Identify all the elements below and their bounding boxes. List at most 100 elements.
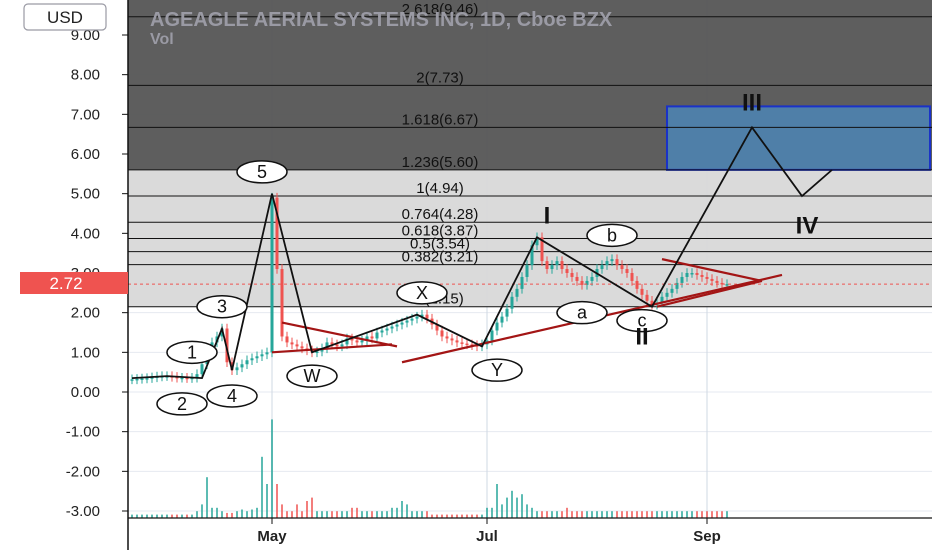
volume-bar <box>716 511 718 518</box>
price-candle <box>180 377 184 380</box>
price-candle <box>555 261 559 266</box>
wave-label-text: b <box>607 225 617 245</box>
fib-level-label: 1.236(5.60) <box>402 154 479 171</box>
volume-bar <box>571 511 573 518</box>
price-candle <box>240 364 244 368</box>
price-candle <box>265 352 269 355</box>
price-candle <box>360 340 364 343</box>
volume-bar <box>276 484 278 518</box>
wave-label-text: c <box>638 311 647 331</box>
price-candle <box>350 338 354 341</box>
volume-bar <box>646 511 648 518</box>
price-candle <box>665 292 669 297</box>
fib-level-label: 0.764(4.28) <box>402 206 479 223</box>
price-candle <box>135 378 139 381</box>
price-candle <box>670 288 674 293</box>
volume-bar <box>631 511 633 518</box>
wave-label-text: I <box>544 202 551 229</box>
price-candle <box>680 276 684 283</box>
fib-level-label: 2(7.73) <box>416 69 464 86</box>
price-candle <box>185 377 189 380</box>
volume-bar <box>421 511 423 518</box>
volume-bar <box>676 511 678 518</box>
price-candle <box>285 336 289 343</box>
volume-bar <box>226 512 228 518</box>
volume-bar <box>131 514 133 518</box>
wave-label-circle <box>586 223 638 248</box>
volume-bar <box>201 504 203 518</box>
volume-bar <box>531 507 533 518</box>
volume-bar <box>461 514 463 518</box>
price-candle <box>575 276 579 281</box>
price-candle <box>330 342 334 345</box>
price-candle <box>450 338 454 341</box>
price-candle <box>610 259 614 262</box>
volume-bar <box>266 484 268 518</box>
y-tick-label: 8.00 <box>71 67 100 84</box>
volume-bar <box>441 514 443 518</box>
price-candle <box>530 245 534 266</box>
volume-bar <box>181 514 183 518</box>
price-candle <box>300 346 304 349</box>
price-candle <box>150 377 154 379</box>
volume-bar <box>681 511 683 518</box>
wave-label-circle <box>196 294 248 319</box>
price-candle <box>505 308 509 317</box>
volume-bar <box>301 511 303 518</box>
wave-label-circle <box>206 384 258 408</box>
wave-label-circle <box>286 364 338 388</box>
y-tick-label: -1.00 <box>66 424 100 441</box>
price-candle <box>500 316 504 323</box>
volume-bar <box>636 511 638 518</box>
volume-bar <box>581 511 583 518</box>
volume-bar <box>511 490 513 518</box>
wave-label-circle <box>236 160 288 184</box>
volume-bar <box>491 507 493 518</box>
price-candle <box>220 328 224 337</box>
volume-bar <box>316 511 318 518</box>
price-candle <box>355 340 359 343</box>
volume-bar <box>671 511 673 518</box>
volume-bar <box>356 507 358 518</box>
volume-bar <box>351 507 353 518</box>
volume-bar <box>381 511 383 518</box>
y-tick-label: 6.00 <box>71 146 100 163</box>
volume-bar <box>371 511 373 518</box>
price-candle <box>415 316 419 319</box>
volume-bar <box>546 511 548 518</box>
price-candle <box>340 344 344 347</box>
price-candle <box>275 197 279 270</box>
price-candle <box>280 269 284 337</box>
volume-bar <box>281 504 283 518</box>
fib-level-label: 0.618(3.87) <box>402 222 479 239</box>
volume-bar <box>216 507 218 518</box>
price-candle <box>175 376 179 379</box>
price-candle <box>675 282 679 289</box>
price-candle <box>565 269 569 273</box>
x-tick-label: Jul <box>476 528 498 545</box>
volume-bar <box>481 514 483 518</box>
volume-bar <box>626 511 628 518</box>
price-candle <box>605 261 609 266</box>
volume-bar <box>606 511 608 518</box>
price-candle <box>190 377 194 380</box>
price-candle <box>335 344 339 347</box>
volume-bar <box>431 514 433 518</box>
trend-line <box>656 279 763 308</box>
price-candle <box>370 336 374 339</box>
price-candle <box>225 328 229 363</box>
volume-bar <box>366 511 368 518</box>
wave-label-circle <box>156 392 208 416</box>
volume-bar <box>496 484 498 518</box>
y-tick-label: 5.00 <box>71 186 100 203</box>
price-candle <box>375 332 379 339</box>
volume-bar <box>336 511 338 518</box>
volume-bar <box>616 511 618 518</box>
currency-badge[interactable]: USD <box>23 3 107 31</box>
price-candle <box>650 300 654 305</box>
volume-bar <box>656 511 658 518</box>
price-candle <box>290 342 294 345</box>
price-candle <box>295 344 299 347</box>
